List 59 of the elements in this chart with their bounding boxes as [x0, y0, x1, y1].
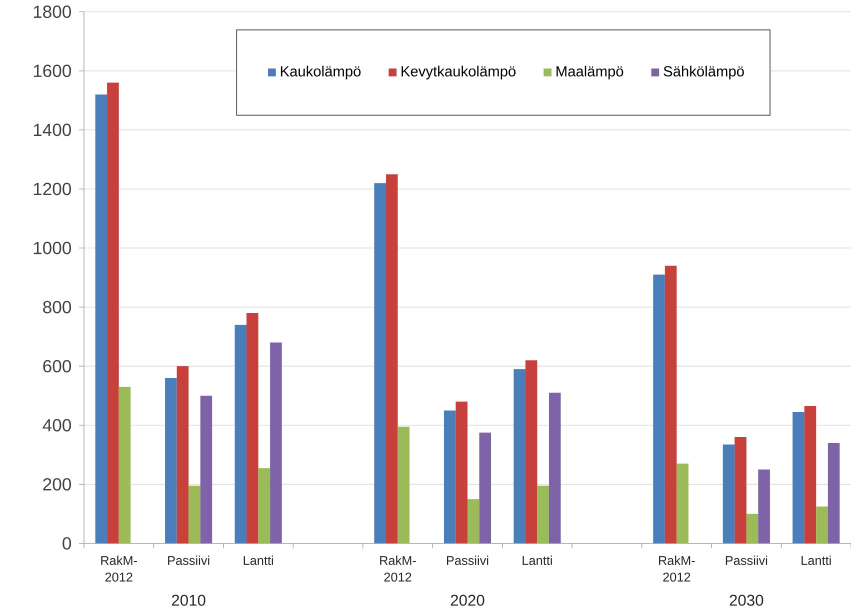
bar: [107, 82, 119, 544]
bar: [664, 266, 677, 544]
bar: [816, 506, 828, 544]
bar: [746, 514, 758, 544]
y-tick-label: 200: [43, 478, 72, 491]
bar: [548, 392, 561, 544]
y-tick-label: 0: [62, 537, 72, 550]
y-tick-label: 600: [43, 360, 72, 372]
x-tick-label: Passiivi: [726, 556, 768, 565]
bar: [234, 324, 247, 544]
x-tick-label: RakM-2012: [101, 556, 137, 582]
bar: [467, 499, 480, 544]
bar: [653, 274, 665, 544]
bar: [374, 183, 386, 544]
bar: [246, 312, 258, 544]
y-tick-label: 1800: [34, 5, 72, 18]
legend-label: Kaukolämpö: [280, 66, 361, 80]
bar: [456, 402, 468, 544]
bar: [386, 174, 398, 544]
x-tick-label: Passiivi: [168, 556, 210, 565]
text: 2010: [172, 594, 206, 606]
bar: [188, 486, 200, 544]
bar: [95, 94, 108, 544]
bar: [514, 369, 526, 544]
bar: [758, 470, 770, 544]
x-tick-label: Lantti: [244, 556, 273, 565]
bar: [176, 366, 189, 544]
bar: [444, 410, 456, 544]
x-tick-label: Lantti: [522, 556, 552, 565]
bar: [537, 486, 549, 544]
bar: [525, 360, 538, 544]
text: 2030: [730, 594, 764, 606]
legend-label: Maalämpö: [556, 66, 624, 80]
bar: [200, 396, 212, 544]
bar: [676, 464, 688, 544]
x-tick-label: Lantti: [802, 556, 831, 565]
bar: [792, 412, 804, 544]
bar: [270, 342, 282, 544]
bar: [479, 432, 492, 544]
bar: [804, 406, 816, 544]
text: 2020: [450, 594, 484, 606]
y-tick-label: 1400: [34, 124, 72, 136]
y-tick-label: 1600: [34, 64, 72, 78]
y-tick-label: 1000: [34, 242, 72, 254]
legend-label: Sähkölämpö: [664, 66, 744, 80]
x-tick-label: Passiivi: [447, 556, 488, 565]
bar: [398, 426, 410, 544]
bar: [258, 468, 270, 544]
y-tick-label: 1200: [34, 182, 72, 196]
bar: [734, 437, 746, 544]
bar: [828, 442, 840, 544]
x-tick-label: RakM-2012: [380, 556, 416, 582]
x-tick-label: RakM-2012: [659, 556, 695, 582]
y-tick-label: 800: [43, 300, 72, 314]
bar: [118, 386, 131, 544]
legend-label: Kevytkaukolämpö: [402, 66, 516, 80]
y-tick-label: 400: [42, 418, 72, 432]
bar: [722, 444, 735, 544]
bar: [165, 378, 177, 544]
